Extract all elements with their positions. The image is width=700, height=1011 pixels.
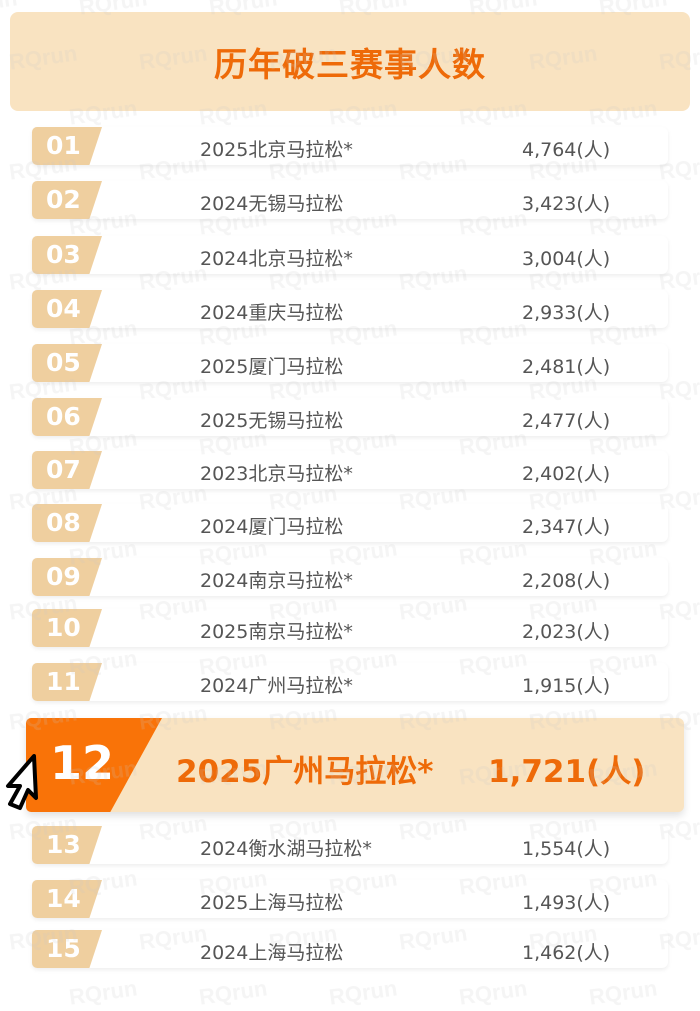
runner-count: 2,347(人) [522,516,611,538]
rank-number: 15 [46,934,81,963]
watermark: RQrun [327,975,399,1010]
list-item[interactable]: 09 2024南京马拉松* 2,208(人) [32,558,668,596]
rank-number: 07 [46,455,81,484]
runner-count: 1,721(人) [488,754,646,790]
runner-count: 1,915(人) [522,675,611,697]
runner-count: 2,402(人) [522,463,611,485]
rank-badge: 13 [32,826,102,864]
runner-count: 2,208(人) [522,570,611,592]
runner-count: 2,477(人) [522,410,611,432]
rank-number: 13 [46,830,81,859]
list-item[interactable]: 01 2025北京马拉松* 4,764(人) [32,127,668,165]
rank-badge: 01 [32,127,102,165]
rank-badge: 04 [32,290,102,328]
event-name: 2024北京马拉松* [200,248,353,270]
runner-count: 2,481(人) [522,356,611,378]
list-item[interactable]: 05 2025厦门马拉松 2,481(人) [32,344,668,382]
runner-count: 3,423(人) [522,193,611,215]
rank-number: 06 [46,402,81,431]
rank-badge: 05 [32,344,102,382]
rank-badge: 03 [32,236,102,274]
event-name: 2025北京马拉松* [200,139,353,161]
runner-count: 3,004(人) [522,248,611,270]
list-item[interactable]: 14 2025上海马拉松 1,493(人) [32,880,668,918]
runner-count: 2,023(人) [522,621,611,643]
event-name: 2024南京马拉松* [200,570,353,592]
rank-number: 10 [46,613,81,642]
event-name: 2025南京马拉松* [200,621,353,643]
event-name: 2024厦门马拉松 [200,516,344,538]
list-item[interactable]: 13 2024衡水湖马拉松* 1,554(人) [32,826,668,864]
rank-number: 01 [46,131,81,160]
title-banner: 历年破三赛事人数 [10,12,690,111]
list-item[interactable]: 03 2024北京马拉松* 3,004(人) [32,236,668,274]
watermark: RQrun [197,975,269,1010]
runner-count: 1,462(人) [522,942,611,964]
rank-badge: 06 [32,398,102,436]
rank-badge: 09 [32,558,102,596]
rank-badge: 15 [32,930,102,968]
event-name: 2024上海马拉松 [200,942,344,964]
list-item[interactable]: 04 2024重庆马拉松 2,933(人) [32,290,668,328]
list-item[interactable]: 11 2024广州马拉松* 1,915(人) [32,663,668,701]
event-name: 2024重庆马拉松 [200,302,344,324]
rank-number: 09 [46,562,81,591]
page-title: 历年破三赛事人数 [214,44,486,84]
rank-number: 05 [46,348,81,377]
event-name: 2024广州马拉松* [200,675,353,697]
event-name: 2023北京马拉松* [200,463,353,485]
watermark: RQrun [67,975,139,1010]
event-name: 2024衡水湖马拉松* [200,838,372,860]
cursor-arrow-icon [6,754,38,810]
event-name: 2025上海马拉松 [200,892,344,914]
rank-badge: 11 [32,663,102,701]
list-item[interactable]: 06 2025无锡马拉松 2,477(人) [32,398,668,436]
rank-number: 11 [46,667,81,696]
highlighted-row[interactable]: 12 2025广州马拉松* 1,721(人) [26,718,684,812]
runner-count: 4,764(人) [522,139,611,161]
rank-number: 02 [46,185,81,214]
runner-count: 2,933(人) [522,302,611,324]
watermark: RQrun [587,975,659,1010]
list-item[interactable]: 08 2024厦门马拉松 2,347(人) [32,504,668,542]
event-name: 2025无锡马拉松 [200,410,344,432]
list-item[interactable]: 15 2024上海马拉松 1,462(人) [32,930,668,968]
rank-number: 14 [46,884,81,913]
list-item[interactable]: 02 2024无锡马拉松 3,423(人) [32,181,668,219]
list-item[interactable]: 07 2023北京马拉松* 2,402(人) [32,451,668,489]
rank-number: 12 [50,736,115,790]
rank-badge: 08 [32,504,102,542]
event-name: 2025广州马拉松* [176,754,434,790]
rank-number: 04 [46,294,81,323]
rank-badge: 07 [32,451,102,489]
event-name: 2024无锡马拉松 [200,193,344,215]
rank-number: 08 [46,508,81,537]
rank-number: 03 [46,240,81,269]
rank-badge: 02 [32,181,102,219]
rank-badge: 10 [32,609,102,647]
watermark: RQrun [457,975,529,1010]
runner-count: 1,554(人) [522,838,611,860]
runner-count: 1,493(人) [522,892,611,914]
event-name: 2025厦门马拉松 [200,356,344,378]
list-item[interactable]: 10 2025南京马拉松* 2,023(人) [32,609,668,647]
rank-badge: 14 [32,880,102,918]
